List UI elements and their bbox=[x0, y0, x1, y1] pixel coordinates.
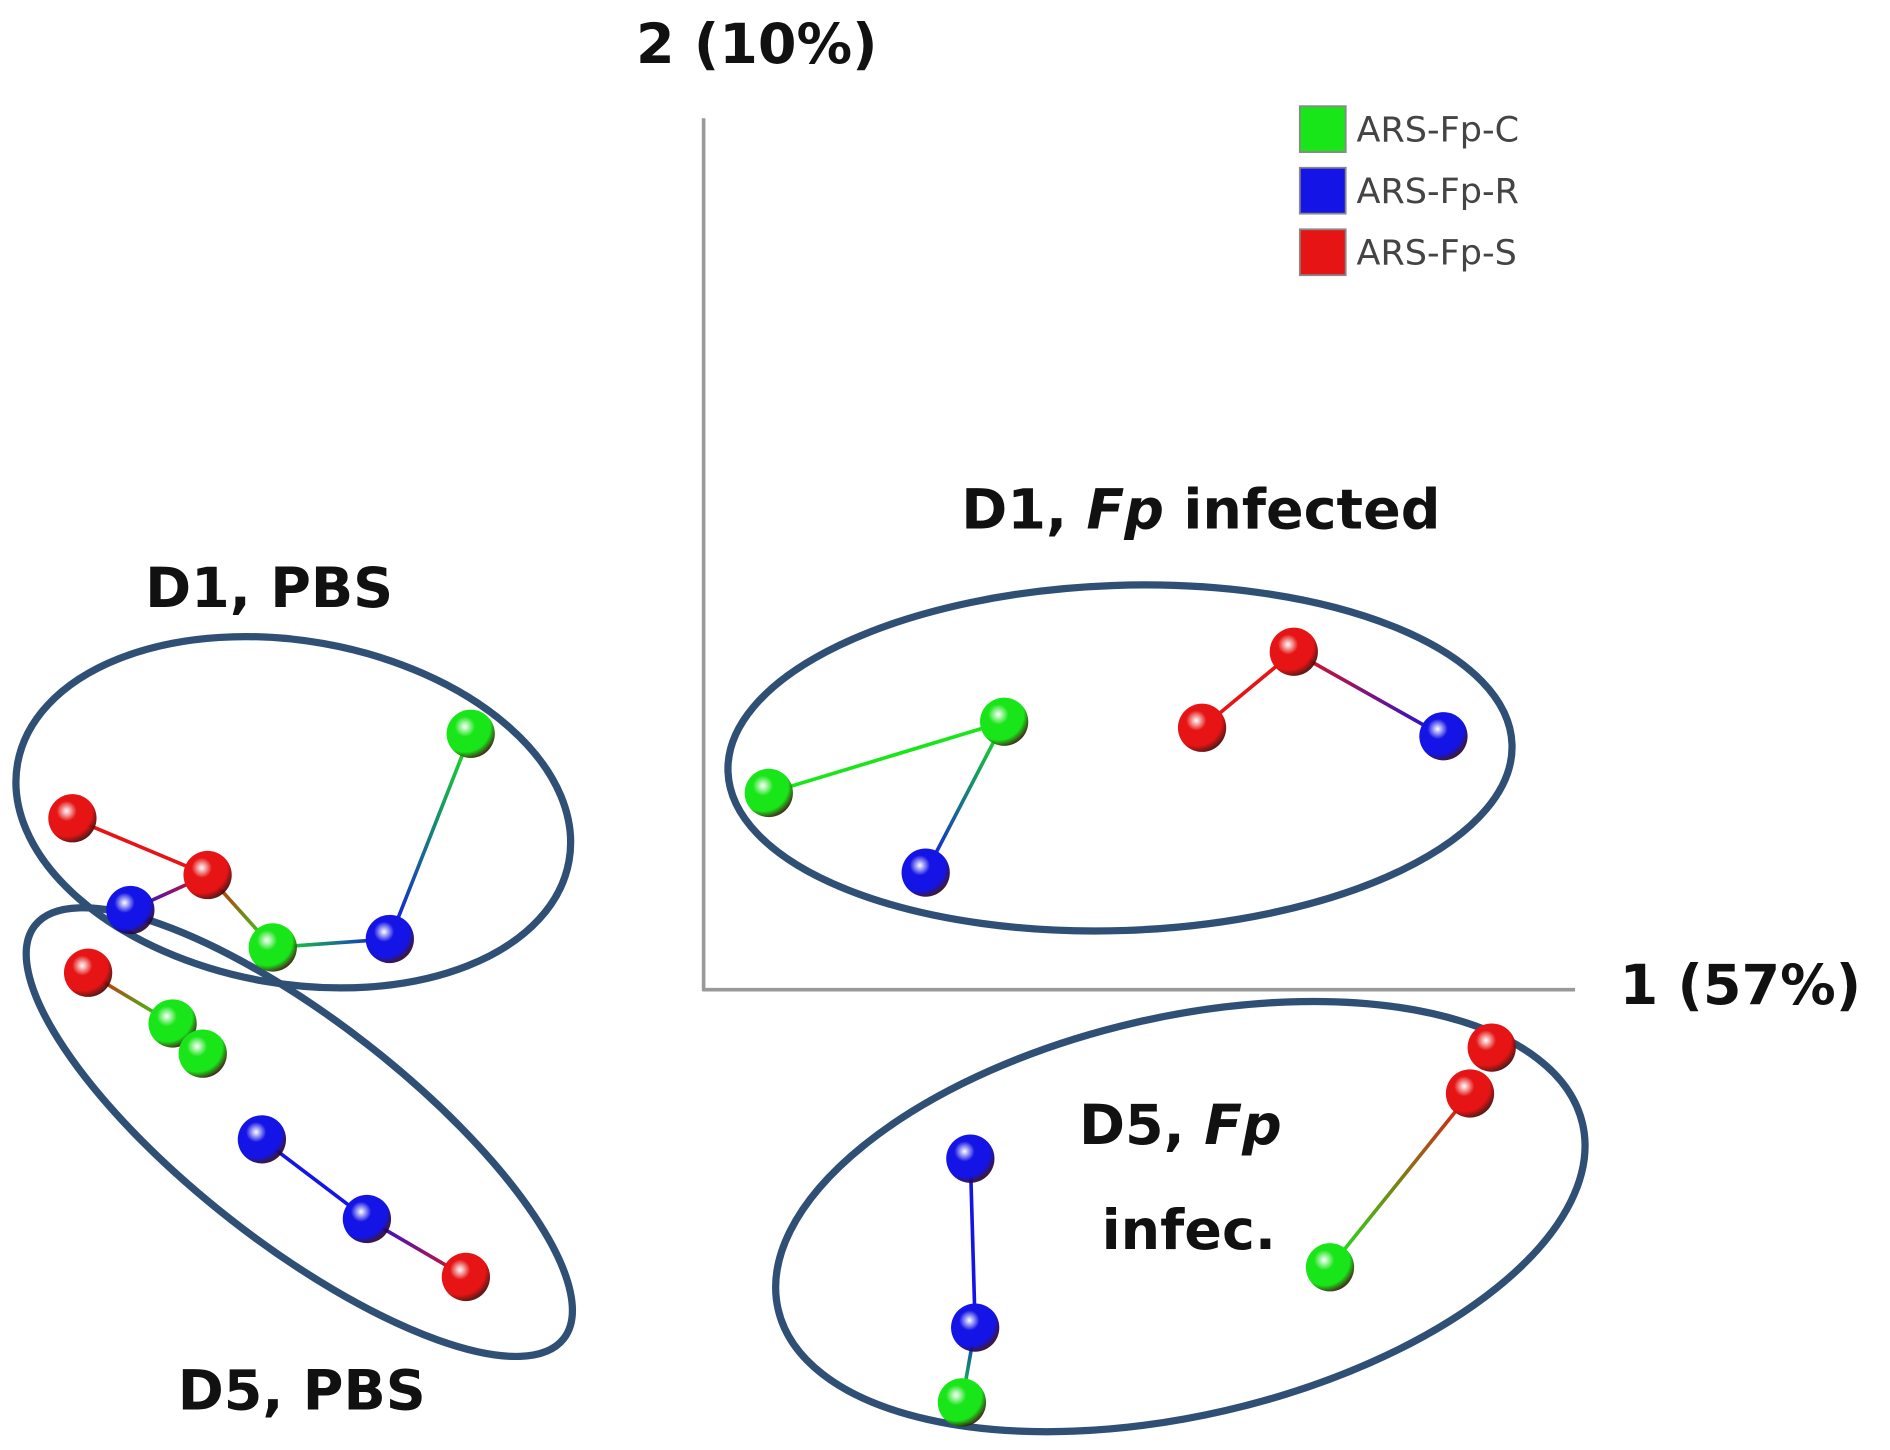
group-ellipse bbox=[772, 997, 1589, 1436]
point bbox=[946, 1134, 995, 1183]
point bbox=[1269, 627, 1318, 676]
group-ellipse bbox=[724, 581, 1516, 935]
legend-swatch bbox=[1298, 105, 1347, 153]
legend-swatch bbox=[1298, 228, 1347, 277]
group-label: D5, Fp bbox=[1079, 1093, 1282, 1158]
point bbox=[237, 1115, 287, 1164]
point bbox=[48, 794, 97, 843]
legend-label: ARS-Fp-S bbox=[1357, 234, 1517, 274]
legend-swatch bbox=[1298, 166, 1347, 215]
label-part: Fp bbox=[1086, 478, 1164, 543]
group-ellipse bbox=[22, 904, 577, 1361]
group-label: D1, PBS bbox=[145, 556, 393, 621]
point bbox=[248, 923, 297, 972]
point bbox=[63, 948, 113, 997]
link-line bbox=[968, 1158, 977, 1328]
point bbox=[106, 885, 155, 935]
group-label: D5, PBS bbox=[178, 1359, 426, 1424]
point bbox=[1445, 1069, 1495, 1118]
point bbox=[1419, 712, 1468, 761]
legend: ARS-Fp-C ARS-Fp-R ARS-Fp-S bbox=[1298, 105, 1520, 277]
point bbox=[342, 1194, 392, 1244]
point bbox=[744, 768, 793, 818]
link-line bbox=[1328, 1092, 1472, 1269]
x-axis-label: 1 (57%) bbox=[1620, 953, 1862, 1018]
points bbox=[48, 627, 1516, 1427]
label-part: Fp bbox=[1204, 1093, 1282, 1158]
group-label: D1, Fp infected bbox=[961, 478, 1440, 543]
point bbox=[446, 709, 495, 758]
groups: D1, PBS D5, PBS D1, Fp infected D5, Fp i… bbox=[12, 478, 1589, 1436]
point bbox=[980, 697, 1029, 746]
group-label: infec. bbox=[1102, 1198, 1276, 1263]
point bbox=[1305, 1243, 1355, 1292]
link-line bbox=[768, 720, 1005, 795]
point bbox=[441, 1252, 490, 1302]
link-line bbox=[924, 720, 1006, 874]
point bbox=[148, 999, 197, 1048]
group-ellipse bbox=[12, 632, 575, 992]
legend-label: ARS-Fp-C bbox=[1357, 111, 1520, 151]
point bbox=[951, 1303, 1000, 1352]
y-axis-label: 2 (10%) bbox=[636, 12, 878, 77]
point bbox=[901, 848, 950, 897]
point bbox=[183, 850, 232, 900]
label-part: D1, bbox=[961, 478, 1086, 543]
legend-label: ARS-Fp-R bbox=[1357, 172, 1519, 212]
point bbox=[178, 1029, 227, 1078]
links bbox=[71, 650, 1472, 1403]
point bbox=[365, 914, 414, 964]
point bbox=[1177, 703, 1227, 752]
link-line bbox=[71, 816, 209, 877]
label-part: infected bbox=[1164, 478, 1440, 543]
link-line bbox=[388, 733, 473, 940]
label-part: D5, bbox=[1079, 1093, 1204, 1158]
point bbox=[1467, 1023, 1516, 1072]
link-line bbox=[1292, 650, 1445, 738]
axes: 2 (10%) 1 (57%) bbox=[636, 12, 1861, 1018]
point bbox=[937, 1378, 987, 1427]
